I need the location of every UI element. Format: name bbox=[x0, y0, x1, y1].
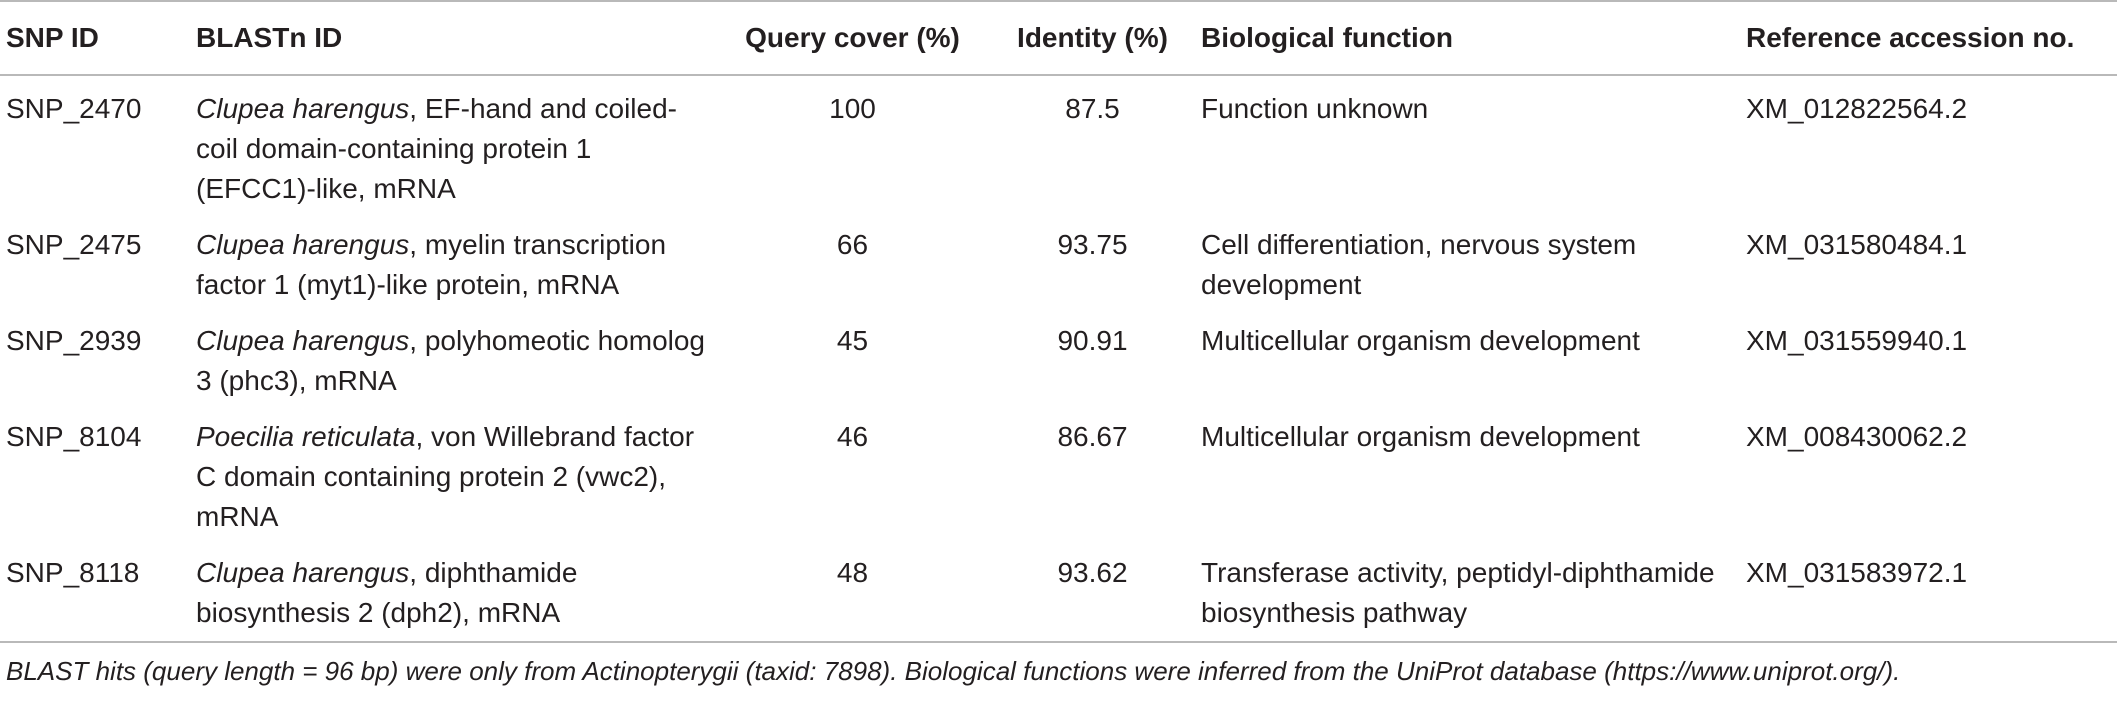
query-cover-cell: 46 bbox=[836, 421, 869, 452]
header-biological-function: Biological function bbox=[1201, 22, 1453, 53]
identity-cell: 93.62 bbox=[1057, 557, 1128, 588]
snp-id-cell: SNP_8104 bbox=[6, 421, 142, 452]
table-row: SNP_2470 Clupea harengus, EF-hand and co… bbox=[0, 75, 2117, 214]
species-name: Clupea harengus bbox=[196, 93, 410, 124]
reference-accession-cell: XM_008430062.2 bbox=[1746, 421, 1968, 452]
biological-function-cell: Multicellular organism development bbox=[1201, 325, 1640, 356]
header-query-cover: Query cover (%) bbox=[745, 22, 960, 53]
reference-accession-cell: XM_031583972.1 bbox=[1746, 557, 1968, 588]
table-row: SNP_2475 Clupea harengus, myelin transcr… bbox=[0, 214, 2117, 310]
blastn-id-cell: Clupea harengus, myelin transcription fa… bbox=[190, 214, 715, 310]
species-name: Poecilia reticulata bbox=[196, 421, 416, 452]
species-name: Clupea harengus bbox=[196, 325, 410, 356]
snp-id-cell: SNP_2470 bbox=[6, 93, 142, 124]
biological-function-cell: Function unknown bbox=[1201, 93, 1429, 124]
query-cover-cell: 45 bbox=[836, 325, 869, 356]
header-snp-id: SNP ID bbox=[6, 22, 99, 53]
identity-cell: 93.75 bbox=[1057, 229, 1128, 260]
snp-id-cell: SNP_2475 bbox=[6, 229, 142, 260]
identity-cell: 86.67 bbox=[1057, 421, 1128, 452]
reference-accession-cell: XM_031580484.1 bbox=[1746, 229, 1968, 260]
blastn-id-cell: Clupea harengus, diphthamide biosynthesi… bbox=[190, 542, 715, 642]
table-footnote: BLAST hits (query length = 96 bp) were o… bbox=[6, 656, 1901, 686]
blast-results-table: SNP ID BLASTn ID Query cover (%) Identit… bbox=[0, 1, 2117, 642]
snp-id-cell: SNP_8118 bbox=[6, 557, 140, 588]
table-header: SNP ID BLASTn ID Query cover (%) Identit… bbox=[0, 1, 2117, 75]
hit-description: , myelin transcription factor 1 (myt1)-l… bbox=[196, 229, 667, 300]
table-row: SNP_2939 Clupea harengus, polyhomeotic h… bbox=[0, 310, 2117, 406]
hit-description: , EF-hand and coiled-coil domain-contain… bbox=[196, 93, 677, 204]
table-row: SNP_8118 Clupea harengus, diphthamide bi… bbox=[0, 542, 2117, 642]
reference-accession-cell: XM_031559940.1 bbox=[1746, 325, 1968, 356]
identity-cell: 87.5 bbox=[1065, 93, 1120, 124]
species-name: Clupea harengus bbox=[196, 557, 410, 588]
reference-accession-cell: XM_012822564.2 bbox=[1746, 93, 1968, 124]
hit-description: , polyhomeotic homolog 3 (phc3), mRNA bbox=[196, 325, 706, 396]
query-cover-cell: 66 bbox=[836, 229, 869, 260]
species-name: Clupea harengus bbox=[196, 229, 410, 260]
biological-function-cell: Transferase activity, peptidyl-diphthami… bbox=[1201, 557, 1715, 628]
table-row: SNP_8104 Poecilia reticulata, von Willeb… bbox=[0, 406, 2117, 542]
header-reference-accession: Reference accession no. bbox=[1746, 22, 2075, 53]
blastn-id-cell: Clupea harengus, polyhomeotic homolog 3 … bbox=[190, 310, 715, 406]
blastn-id-cell: Poecilia reticulata, von Willebrand fact… bbox=[190, 406, 715, 542]
biological-function-cell: Multicellular organism development bbox=[1201, 421, 1640, 452]
header-identity: Identity (%) bbox=[1017, 22, 1168, 53]
header-blastn-id: BLASTn ID bbox=[196, 22, 343, 53]
hit-description: , diphthamide biosynthesis 2 (dph2), mRN… bbox=[196, 557, 578, 628]
snp-id-cell: SNP_2939 bbox=[6, 325, 142, 356]
table-body: SNP_2470 Clupea harengus, EF-hand and co… bbox=[0, 75, 2117, 642]
hit-description: , von Willebrand factor C domain contain… bbox=[196, 421, 695, 532]
query-cover-cell: 100 bbox=[829, 93, 876, 124]
query-cover-cell: 48 bbox=[836, 557, 869, 588]
biological-function-cell: Cell differentiation, nervous system dev… bbox=[1201, 229, 1637, 300]
identity-cell: 90.91 bbox=[1057, 325, 1128, 356]
header-row: SNP ID BLASTn ID Query cover (%) Identit… bbox=[0, 1, 2117, 75]
blastn-id-cell: Clupea harengus, EF-hand and coiled-coil… bbox=[190, 75, 715, 214]
